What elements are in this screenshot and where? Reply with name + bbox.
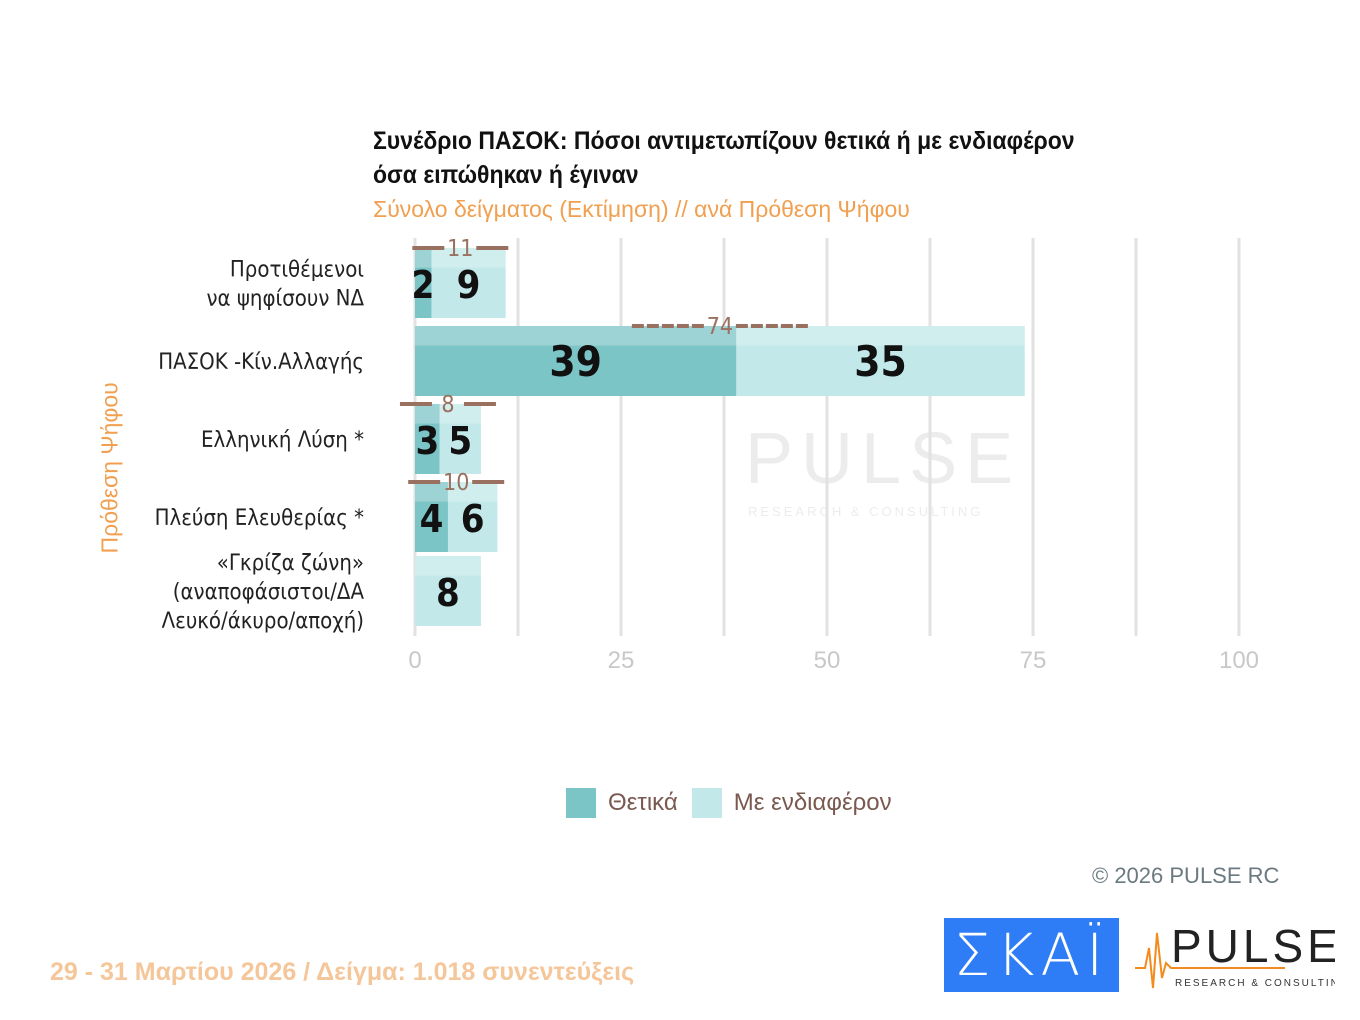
bar-highlight — [415, 326, 737, 346]
bar-value-label: 8 — [436, 571, 460, 615]
skai-logo: ΣΚΑΪ — [944, 918, 1119, 992]
total-label: 8 — [441, 392, 454, 418]
category-label: Προτιθέμενοι — [230, 258, 364, 283]
legend-swatch-positive — [566, 788, 596, 818]
category-label: «Γκρίζα ζώνη» — [217, 551, 364, 576]
bar-value-label: 3 — [415, 419, 439, 463]
bar-highlight — [447, 482, 498, 502]
watermark-text: PULSE — [745, 419, 1021, 499]
x-tick-label: 0 — [408, 647, 421, 674]
legend-label-positive: Θετικά — [608, 789, 678, 816]
bar-value-label: 4 — [420, 497, 444, 541]
copyright: © 2026 PULSE RC — [1092, 863, 1280, 888]
x-tick-label: 25 — [608, 647, 635, 674]
x-tick-label: 50 — [814, 647, 841, 674]
bar-highlight — [736, 326, 1025, 346]
bar-value-label: 35 — [854, 337, 907, 386]
category-label: να ψηφίσουν ΝΔ — [206, 287, 364, 312]
title-line-2: όσα ειπώθηκαν ή έγιναν — [373, 161, 639, 189]
total-label: 10 — [443, 470, 469, 496]
category-label: Πλεύση Ελευθερίας * — [155, 506, 365, 531]
bar-segment — [415, 404, 440, 474]
bar-segment — [736, 326, 1025, 396]
category-label: Λευκό/άκυρο/αποχή) — [162, 609, 364, 634]
bar-highlight — [415, 482, 448, 502]
bar-segment — [439, 404, 481, 474]
category-label: (αναποφάσιστοι/ΔΑ — [173, 580, 365, 605]
legend-swatch-interest — [691, 788, 722, 818]
svg-text:PULSE: PULSE — [1171, 920, 1335, 972]
legend-label-interest: Με ενδιαφέρον — [733, 789, 892, 816]
bar-segment — [415, 326, 737, 396]
chart-subtitle: Σύνολο δείγματος (Εκτίμηση) // ανά Πρόθε… — [373, 196, 910, 222]
svg-text:RESEARCH & CONSULTING: RESEARCH & CONSULTING — [1175, 978, 1335, 989]
bar-value-label: 5 — [448, 419, 472, 463]
x-tick-label: 100 — [1219, 647, 1259, 674]
bar-highlight — [431, 248, 506, 268]
bar-segment — [447, 482, 498, 552]
total-label: 11 — [447, 236, 473, 262]
pulse-logo: PULSE RESEARCH & CONSULTING — [1135, 920, 1335, 989]
total-label: 74 — [707, 314, 733, 340]
bar-highlight — [439, 404, 481, 424]
bar-highlight — [415, 556, 481, 576]
bar-segment — [415, 482, 448, 552]
bar-highlight — [415, 248, 432, 268]
x-tick-label: 75 — [1020, 647, 1047, 674]
footer-info: 29 - 31 Μαρτίου 2026 / Δείγμα: 1.018 συν… — [50, 958, 635, 986]
bar-value-label: 2 — [411, 263, 435, 307]
bar-highlight — [415, 404, 440, 424]
bar-value-label: 9 — [457, 263, 481, 307]
category-label: Ελληνική Λύση * — [201, 428, 364, 453]
chart-title: Συνέδριο ΠΑΣΟΚ: Πόσοι αντιμετωπίζουν θετ… — [373, 124, 1201, 192]
category-label: ΠΑΣΟΚ -Κίν.Αλλαγής — [158, 350, 364, 375]
bar-value-label: 39 — [549, 337, 602, 386]
title-line-1: Συνέδριο ΠΑΣΟΚ: Πόσοι αντιμετωπίζουν θετ… — [373, 127, 1075, 155]
legend: Θετικά Με ενδιαφέρον — [566, 788, 892, 818]
bar-segment — [415, 248, 432, 318]
bar-segment — [431, 248, 506, 318]
bar-segment — [415, 556, 481, 626]
bar-value-label: 6 — [461, 497, 485, 541]
watermark-subtext: RESEARCH & CONSULTING — [748, 504, 983, 519]
